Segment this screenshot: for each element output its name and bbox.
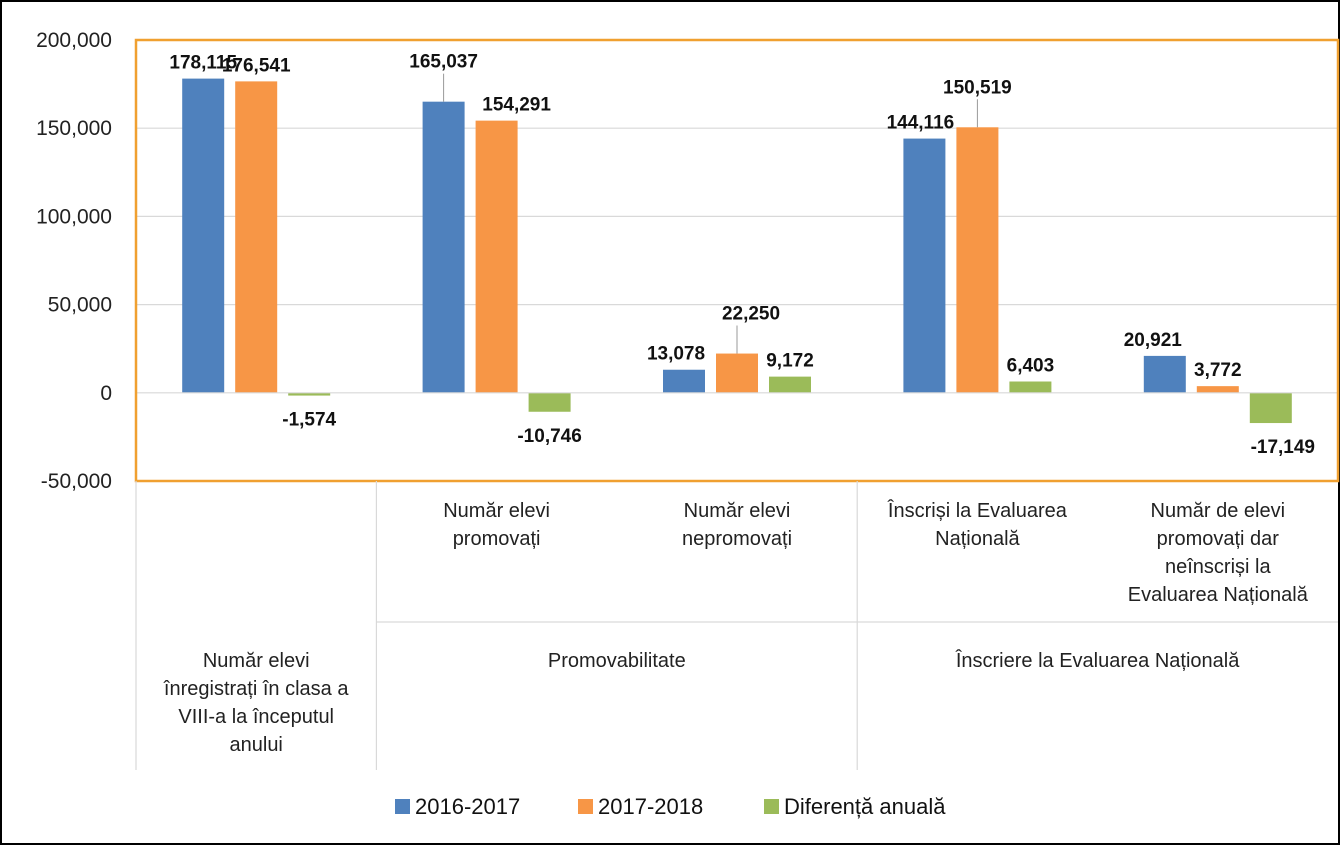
data-label: 165,037 (409, 52, 478, 73)
category-label: Națională (935, 528, 1020, 550)
category-label: Evaluarea Națională (1128, 584, 1309, 606)
bar-2016-2017 (903, 138, 946, 393)
y-tick-label: 200,000 (36, 29, 112, 52)
bar-2016-2017 (422, 101, 465, 393)
y-tick-label: -50,000 (41, 470, 112, 493)
bar-2017-2018 (1196, 386, 1239, 393)
y-tick-label: 0 (100, 382, 112, 405)
legend-label: Diferență anuală (784, 794, 946, 819)
category-label: neînscriși la (1165, 556, 1271, 578)
bar-2016-2017 (663, 369, 705, 393)
group-label: Înscriere la Evaluarea Națională (955, 649, 1240, 672)
plot-area-border (134, 38, 1340, 483)
legend-swatch (395, 799, 410, 814)
bar-2017-2018 (475, 120, 518, 393)
legend-swatch (764, 799, 779, 814)
group-label: Promovabilitate (548, 650, 686, 672)
category-label: Număr de elevi (1151, 500, 1286, 522)
bar-2017-2018 (235, 81, 278, 393)
bar-diferenta (288, 392, 331, 396)
data-label: 178,115 (169, 53, 237, 74)
group-label: înregistrați în clasa a (163, 678, 349, 700)
category-label: Număr elevi (684, 500, 791, 522)
category-label: Număr elevi (443, 500, 550, 522)
data-label: 3,772 (1194, 360, 1242, 381)
group-label: anului (230, 734, 283, 756)
category-label: nepromovați (682, 528, 792, 550)
category-label: promovați (453, 528, 541, 550)
bar-2017-2018 (956, 127, 999, 393)
data-label: 13,078 (647, 344, 705, 365)
y-tick-label: 100,000 (36, 205, 112, 228)
legend-swatch (578, 799, 593, 814)
y-tick-label: 150,000 (36, 117, 112, 140)
legend-label: 2017-2018 (598, 794, 703, 819)
y-tick-label: 50,000 (48, 294, 112, 317)
data-label: 9,172 (766, 351, 814, 372)
group-label: Număr elevi (203, 650, 310, 672)
data-label: -17,149 (1251, 437, 1315, 458)
bar-diferenta (769, 376, 811, 393)
category-label: Înscriși la Evaluarea (887, 499, 1068, 522)
data-label: 176,541 (222, 55, 291, 76)
group-label: VIII-a la începutul (178, 706, 334, 728)
data-label: 22,250 (722, 304, 780, 325)
bar-diferenta (528, 392, 571, 412)
data-label: 6,403 (1007, 356, 1055, 377)
bar-2017-2018 (716, 353, 758, 393)
category-label: promovați dar (1157, 528, 1280, 550)
data-label: 20,921 (1124, 330, 1183, 351)
data-label: 144,116 (887, 113, 955, 134)
bar-diferenta (1249, 392, 1292, 424)
legend-label: 2016-2017 (415, 794, 520, 819)
data-label: 154,291 (482, 95, 551, 116)
data-label: 150,519 (943, 77, 1012, 98)
bar-2016-2017 (1143, 355, 1186, 393)
bar-diferenta (1009, 381, 1052, 393)
bar-2016-2017 (182, 78, 225, 393)
data-label: -10,746 (517, 426, 581, 447)
data-label: -1,574 (282, 410, 336, 431)
